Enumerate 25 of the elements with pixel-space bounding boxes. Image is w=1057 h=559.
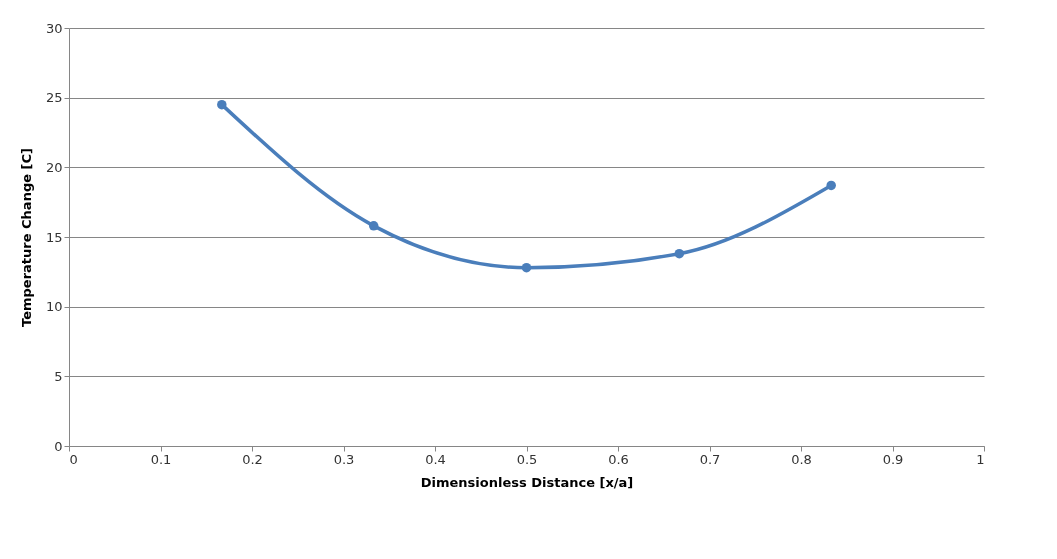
y-tick-label: 20 xyxy=(45,159,63,175)
x-tick-label: 0.4 xyxy=(425,451,446,467)
x-tick-label: 0.8 xyxy=(791,451,812,467)
x-tick-label: 0.6 xyxy=(608,451,629,467)
x-tick-label: 0.7 xyxy=(699,451,721,467)
y-tick-label: 15 xyxy=(45,229,63,245)
x-tick-label: 0.5 xyxy=(516,451,538,467)
point xyxy=(826,180,836,191)
y-tick-label: 25 xyxy=(45,90,63,106)
y-tick-label: 10 xyxy=(45,299,63,315)
x-tick-label: 0.3 xyxy=(333,451,355,467)
point xyxy=(521,262,532,273)
y-tick-label: 0 xyxy=(54,438,63,454)
y-axis-title: Temperature Change [C] xyxy=(18,148,34,327)
x-tick-label: 1 xyxy=(976,451,985,467)
y-tick-label: 30 xyxy=(45,20,63,36)
point xyxy=(217,99,227,110)
x-tick-label: 0 xyxy=(69,451,78,467)
x-tick-label: 0.1 xyxy=(150,451,172,467)
point xyxy=(674,248,685,259)
point xyxy=(368,221,379,231)
x-axis-title: Dimensionless Distance [x/a] xyxy=(420,474,634,490)
x-tick-label: 0.2 xyxy=(242,451,263,467)
x-tick-label: 0.9 xyxy=(882,451,904,467)
y-tick-label: 5 xyxy=(54,368,63,384)
